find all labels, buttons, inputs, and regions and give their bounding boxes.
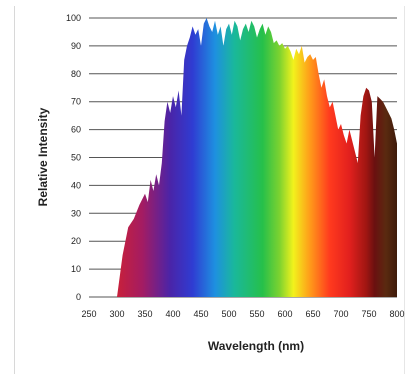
x-axis-title: Wavelength (nm) (208, 339, 304, 353)
x-tick-650: 650 (305, 309, 320, 319)
x-tick-600: 600 (277, 309, 292, 319)
x-tick-250: 250 (81, 309, 96, 319)
x-tick-450: 450 (193, 309, 208, 319)
spectrum-area (117, 18, 397, 297)
frame-left-border (14, 6, 15, 374)
x-tick-300: 300 (109, 309, 124, 319)
y-tick-100: 100 (66, 13, 81, 23)
y-tick-20: 20 (71, 236, 81, 246)
x-tick-550: 550 (249, 309, 264, 319)
x-tick-labels: 250 300 350 400 450 500 550 600 650 700 750 800 (81, 309, 404, 319)
frame-right-border (404, 6, 405, 374)
y-tick-80: 80 (71, 69, 81, 79)
y-tick-labels: 0 10 20 30 40 50 60 70 80 90 100 (66, 13, 81, 302)
y-axis-title: Relative Intensity (36, 107, 50, 206)
y-tick-90: 90 (71, 41, 81, 51)
y-tick-30: 30 (71, 208, 81, 218)
y-tick-50: 50 (71, 153, 81, 163)
y-tick-70: 70 (71, 97, 81, 107)
y-tick-0: 0 (76, 292, 81, 302)
y-tick-60: 60 (71, 125, 81, 135)
x-tick-500: 500 (221, 309, 236, 319)
x-tick-400: 400 (165, 309, 180, 319)
y-tick-40: 40 (71, 180, 81, 190)
x-tick-750: 750 (361, 309, 376, 319)
y-tick-10: 10 (71, 264, 81, 274)
x-tick-350: 350 (137, 309, 152, 319)
x-tick-800: 800 (389, 309, 404, 319)
x-tick-700: 700 (333, 309, 348, 319)
